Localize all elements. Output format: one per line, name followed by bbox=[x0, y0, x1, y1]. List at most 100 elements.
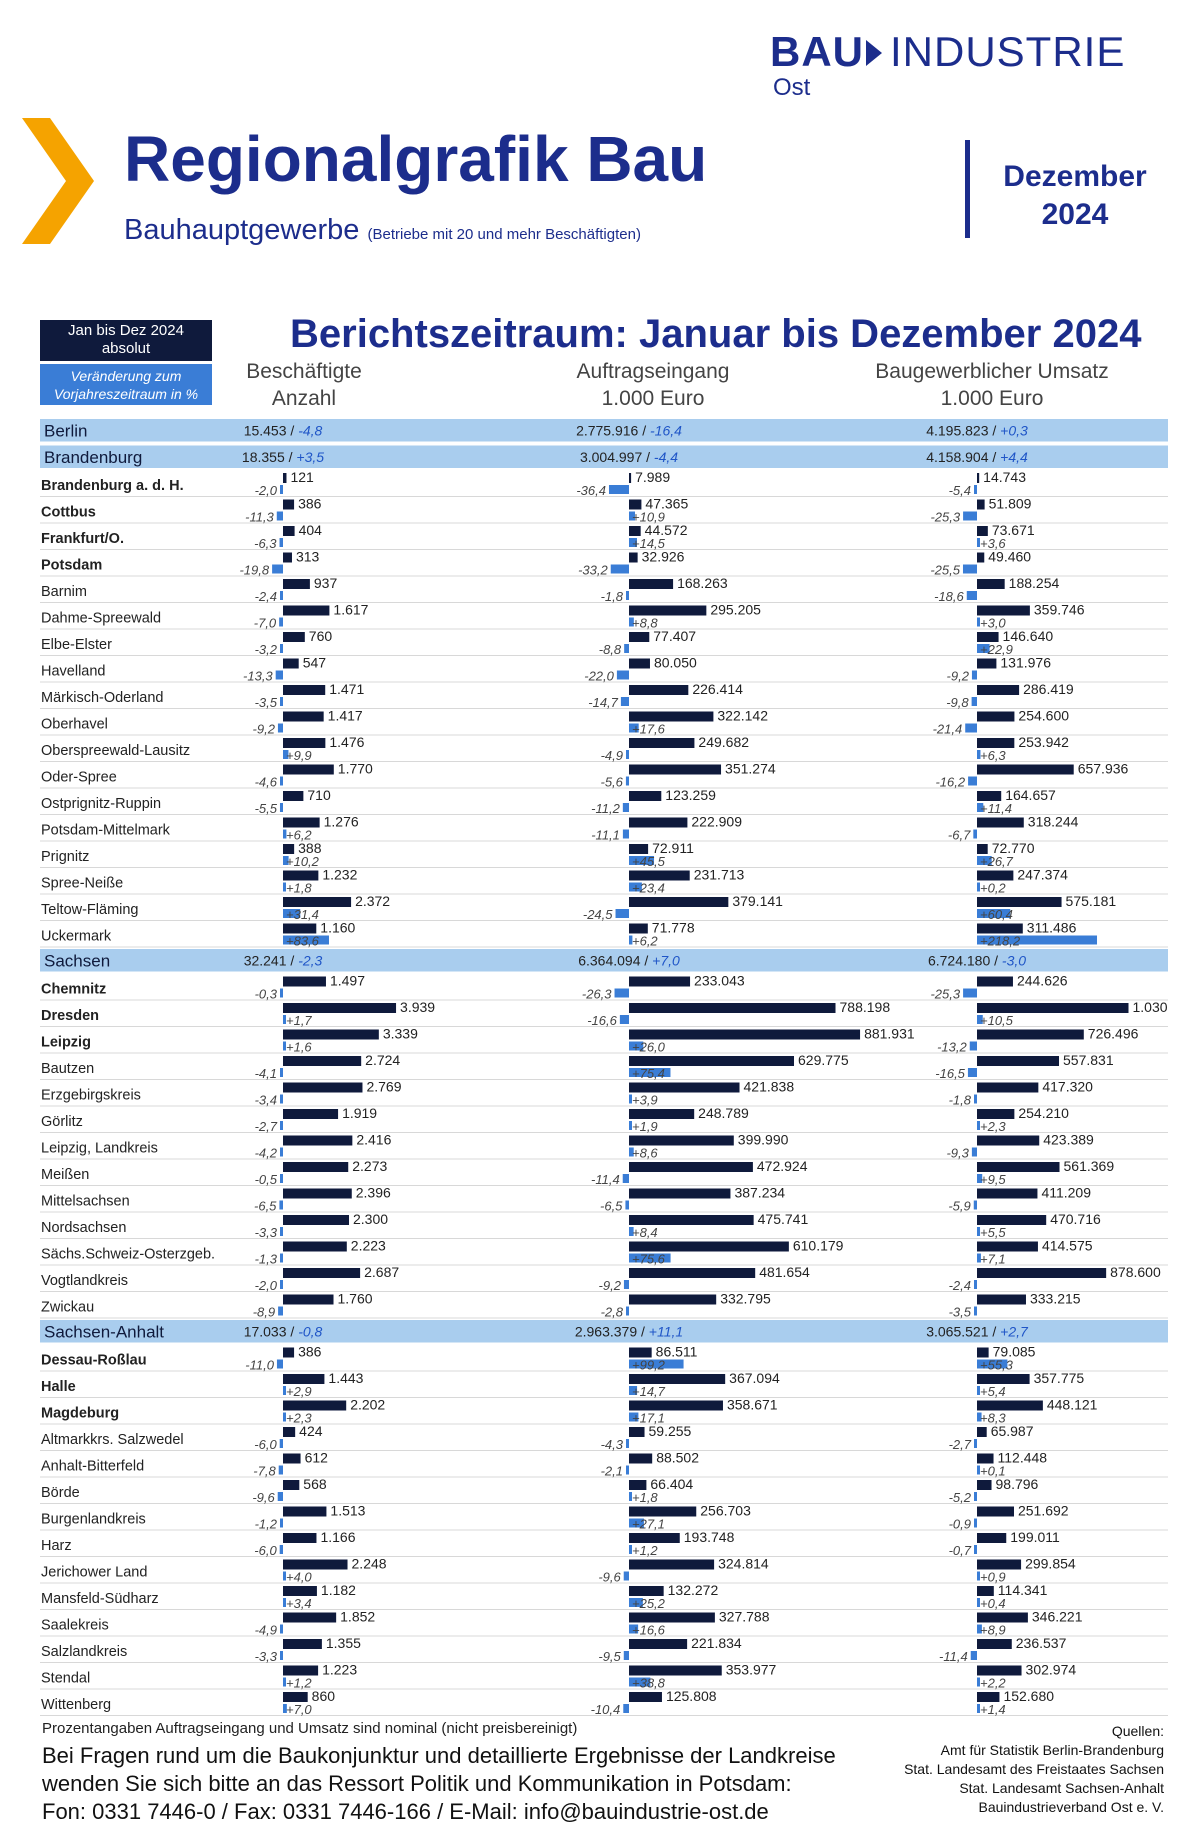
table-row: Altmarkkrs. Salzwedel 424 -6,0 59.255 -4,3 65… bbox=[40, 1423, 1168, 1452]
table-row: Anhalt-Bitterfeld 612 -7,8 88.502 -2,1 112.44… bbox=[40, 1450, 1168, 1479]
value-label: 421.838 bbox=[744, 1079, 795, 1095]
bar-change bbox=[977, 909, 1011, 918]
change-label: +0,1 bbox=[980, 1464, 1006, 1479]
row-label-teltow-fläming: Teltow-Fläming bbox=[41, 902, 139, 918]
value-label: 710 bbox=[307, 787, 331, 803]
value-label: 66.404 bbox=[650, 1476, 693, 1492]
change-label: +5,5 bbox=[980, 1225, 1006, 1240]
value-label: 3.339 bbox=[383, 1026, 418, 1042]
table-row: Saalekreis 1.852 -4,9 327.788 +16,6 346.221 +8… bbox=[40, 1609, 1168, 1638]
value-label: 49.460 bbox=[988, 549, 1031, 565]
change-label: -5,2 bbox=[949, 1490, 972, 1505]
table-row: Stendal 1.223 +1,2 353.977 +38,8 302.974 +2,2 bbox=[40, 1662, 1168, 1691]
change-label: +2,3 bbox=[286, 1411, 312, 1426]
value-label: 2.775.916 / -16,4 bbox=[576, 423, 682, 439]
bar-absolute bbox=[977, 579, 1005, 589]
value-label: 1.276 bbox=[324, 814, 359, 830]
value-label: 351.274 bbox=[725, 761, 776, 777]
table-row: Görlitz 1.919 -2,7 248.789 +1,9 254.210 +2,3 bbox=[40, 1105, 1168, 1134]
bar-change bbox=[629, 1041, 644, 1051]
value-label: 59.255 bbox=[649, 1423, 692, 1439]
bar-change bbox=[977, 644, 990, 653]
bar-change bbox=[276, 1359, 283, 1369]
change-label: +0,2 bbox=[980, 881, 1006, 896]
bar-change bbox=[283, 1598, 286, 1607]
row-label-oberspreewald-lausitz: Oberspreewald-Lausitz bbox=[41, 743, 190, 759]
row-label-zwickau: Zwickau bbox=[41, 1300, 94, 1316]
bar-change bbox=[610, 564, 629, 574]
bar-absolute bbox=[629, 1612, 715, 1623]
value-label: 2.372 bbox=[355, 893, 390, 909]
change-label: -3,5 bbox=[949, 1305, 972, 1320]
change-label: +55,3 bbox=[980, 1358, 1014, 1373]
change-label: -6,5 bbox=[600, 1199, 623, 1214]
table-row: Bautzen 2.724 -4,1 629.775 +75,4 557.831 -16,5 bbox=[40, 1052, 1168, 1081]
bar-absolute bbox=[977, 1056, 1060, 1066]
value-label: 568 bbox=[303, 1476, 327, 1492]
value-label: 188.254 bbox=[1009, 575, 1060, 591]
bar-absolute bbox=[629, 1347, 652, 1358]
change-label: -3,3 bbox=[255, 1649, 278, 1664]
value-label: 3.065.521 / +2,7 bbox=[926, 1324, 1029, 1340]
bar-change bbox=[619, 1015, 629, 1024]
bar-change bbox=[623, 1280, 629, 1289]
value-label: 98.796 bbox=[996, 1476, 1039, 1492]
value-label: 231.713 bbox=[694, 867, 745, 883]
bar-change bbox=[622, 1174, 629, 1183]
change-label: -13,3 bbox=[243, 669, 273, 684]
change-label: -9,8 bbox=[946, 695, 969, 710]
row-label-brandenburg-a-d-h: Brandenburg a. d. H. bbox=[41, 478, 184, 494]
bar-absolute bbox=[977, 976, 1013, 987]
change-label: +11,4 bbox=[980, 801, 1012, 816]
bar-change bbox=[962, 564, 977, 574]
row-label-märkisch-oderland: Märkisch-Oderland bbox=[41, 690, 164, 706]
change-label: -25,5 bbox=[930, 563, 960, 578]
bar-absolute bbox=[629, 1506, 697, 1517]
value-label: 1.513 bbox=[330, 1503, 365, 1519]
bar-absolute bbox=[283, 1029, 379, 1040]
bar-absolute bbox=[629, 1162, 753, 1172]
value-label: 417.320 bbox=[1042, 1079, 1093, 1095]
value-label: 73.671 bbox=[992, 522, 1035, 538]
change-label: +8,9 bbox=[980, 1623, 1006, 1638]
bar-absolute bbox=[977, 1480, 992, 1490]
bar-absolute bbox=[283, 1135, 353, 1146]
value-label: 937 bbox=[314, 575, 338, 591]
bar-change bbox=[276, 511, 283, 521]
bar-absolute bbox=[977, 764, 1074, 775]
bar-change bbox=[963, 511, 977, 521]
value-label: 132.272 bbox=[668, 1582, 719, 1598]
value-label: 65.987 bbox=[991, 1423, 1034, 1439]
bar-absolute bbox=[283, 1374, 325, 1384]
bar-absolute bbox=[977, 1692, 1000, 1702]
change-label: -6,5 bbox=[254, 1199, 277, 1214]
bar-change bbox=[971, 697, 977, 706]
change-label: -6,0 bbox=[254, 1437, 277, 1452]
value-label: 1.443 bbox=[328, 1370, 363, 1386]
bar-change bbox=[977, 1677, 980, 1687]
value-label: 248.789 bbox=[698, 1105, 749, 1121]
value-label: 387.234 bbox=[734, 1185, 785, 1201]
bar-change bbox=[977, 803, 984, 812]
value-label: 88.502 bbox=[656, 1450, 699, 1466]
bar-change bbox=[278, 1465, 283, 1475]
change-label: +7,1 bbox=[980, 1252, 1006, 1267]
change-label: -9,2 bbox=[599, 1278, 622, 1293]
change-label: +14,7 bbox=[632, 1384, 666, 1399]
change-label: +25,2 bbox=[632, 1596, 666, 1611]
change-label: -36,4 bbox=[576, 483, 606, 498]
table-row: Barnim 937 -2,4 168.263 -1,8 188.254 -18,6 bbox=[40, 575, 1168, 604]
change-label: -9,3 bbox=[946, 1146, 969, 1161]
change-label: +1,8 bbox=[286, 881, 312, 896]
change-label: -26,3 bbox=[582, 987, 612, 1002]
change-label: +10,5 bbox=[980, 1013, 1014, 1028]
value-label: 168.263 bbox=[677, 575, 728, 591]
bar-absolute bbox=[629, 976, 691, 987]
value-label: 193.748 bbox=[684, 1529, 735, 1545]
logo-sub: Ost bbox=[773, 74, 811, 101]
change-label: -1,2 bbox=[255, 1517, 278, 1532]
change-label: -3,5 bbox=[255, 695, 278, 710]
row-label-magdeburg: Magdeburg bbox=[41, 1406, 119, 1422]
bar-absolute bbox=[977, 1268, 1107, 1278]
bar-change bbox=[280, 1651, 283, 1660]
